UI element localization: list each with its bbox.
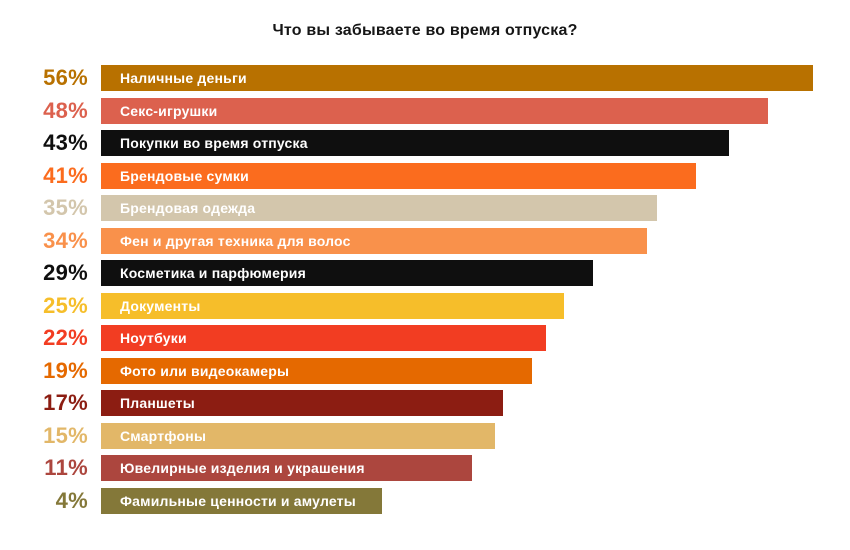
chart-title: Что вы забываете во время отпуска? xyxy=(272,22,578,39)
value-label: 43% xyxy=(43,130,88,155)
category-label: Смартфоны xyxy=(120,427,207,444)
chart-row: 43% Покупки во время отпуска xyxy=(0,130,850,156)
chart-row: 4% Фамильные ценности и амулеты xyxy=(0,487,850,514)
chart-row: 56% Наличные деньги xyxy=(0,65,850,91)
bar: Косметика и парфюмерия xyxy=(101,260,593,286)
value-label: 11% xyxy=(44,455,88,480)
chart-row: 22% Ноутбуки xyxy=(0,325,850,351)
category-label: Планшеты xyxy=(120,395,195,411)
chart-row: 25% Документы xyxy=(0,292,850,319)
bar-chart: 56% Наличные деньги 48% Секс-игрушки 43%… xyxy=(0,65,850,520)
value-label: 41% xyxy=(43,162,88,188)
bar: Брендовые сумки xyxy=(101,162,696,189)
bar: Фен и другая техника для волос xyxy=(101,227,647,254)
category-label: Покупки во время отпуска xyxy=(120,135,308,151)
bar: Покупки во время отпуска xyxy=(101,130,729,156)
chart-row: 15% Смартфоны xyxy=(0,422,850,449)
bar: Секс-игрушки xyxy=(101,97,768,124)
category-label: Косметика и парфюмерия xyxy=(120,265,306,281)
value-label: 29% xyxy=(43,260,88,285)
value-label: 35% xyxy=(43,195,88,220)
category-label: Документы xyxy=(120,297,201,314)
category-label: Фото или видеокамеры xyxy=(120,362,290,379)
category-label: Брендовые сумки xyxy=(120,167,249,184)
category-label: Фамильные ценности и амулеты xyxy=(120,492,356,509)
category-label: Ноутбуки xyxy=(120,330,187,346)
chart-row: 29% Косметика и парфюмерия xyxy=(0,260,850,286)
chart-row: 19% Фото или видеокамеры xyxy=(0,357,850,384)
chart-row: 34% Фен и другая техника для волос xyxy=(0,227,850,254)
category-label: Секс-игрушки xyxy=(120,102,218,119)
category-label: Брендовая одежда xyxy=(120,200,256,216)
value-label: 25% xyxy=(43,292,88,318)
chart-row: 41% Брендовые сумки xyxy=(0,162,850,189)
category-label: Наличные деньги xyxy=(120,70,247,86)
value-label: 22% xyxy=(43,325,88,350)
category-label: Фен и другая техника для волос xyxy=(120,232,351,249)
value-label: 17% xyxy=(43,390,88,415)
value-label: 4% xyxy=(55,487,88,513)
value-label: 48% xyxy=(43,97,88,123)
category-label: Ювелирные изделия и украшения xyxy=(120,460,365,476)
bar: Фото или видеокамеры xyxy=(101,357,532,384)
bar: Смартфоны xyxy=(101,422,495,449)
value-label: 56% xyxy=(43,65,88,90)
bar: Брендовая одежда xyxy=(101,195,657,221)
chart-row: 17% Планшеты xyxy=(0,390,850,416)
value-label: 15% xyxy=(43,422,88,448)
bar: Документы xyxy=(101,292,564,319)
value-label: 34% xyxy=(43,227,88,253)
value-label: 19% xyxy=(43,357,88,383)
bar: Наличные деньги xyxy=(101,65,813,91)
bar: Ювелирные изделия и украшения xyxy=(101,455,472,481)
bar: Планшеты xyxy=(101,390,503,416)
bar: Ноутбуки xyxy=(101,325,546,351)
bar: Фамильные ценности и амулеты xyxy=(101,487,382,514)
chart-row: 48% Секс-игрушки xyxy=(0,97,850,124)
chart-row: 11% Ювелирные изделия и украшения xyxy=(0,455,850,481)
chart-row: 35% Брендовая одежда xyxy=(0,195,850,221)
